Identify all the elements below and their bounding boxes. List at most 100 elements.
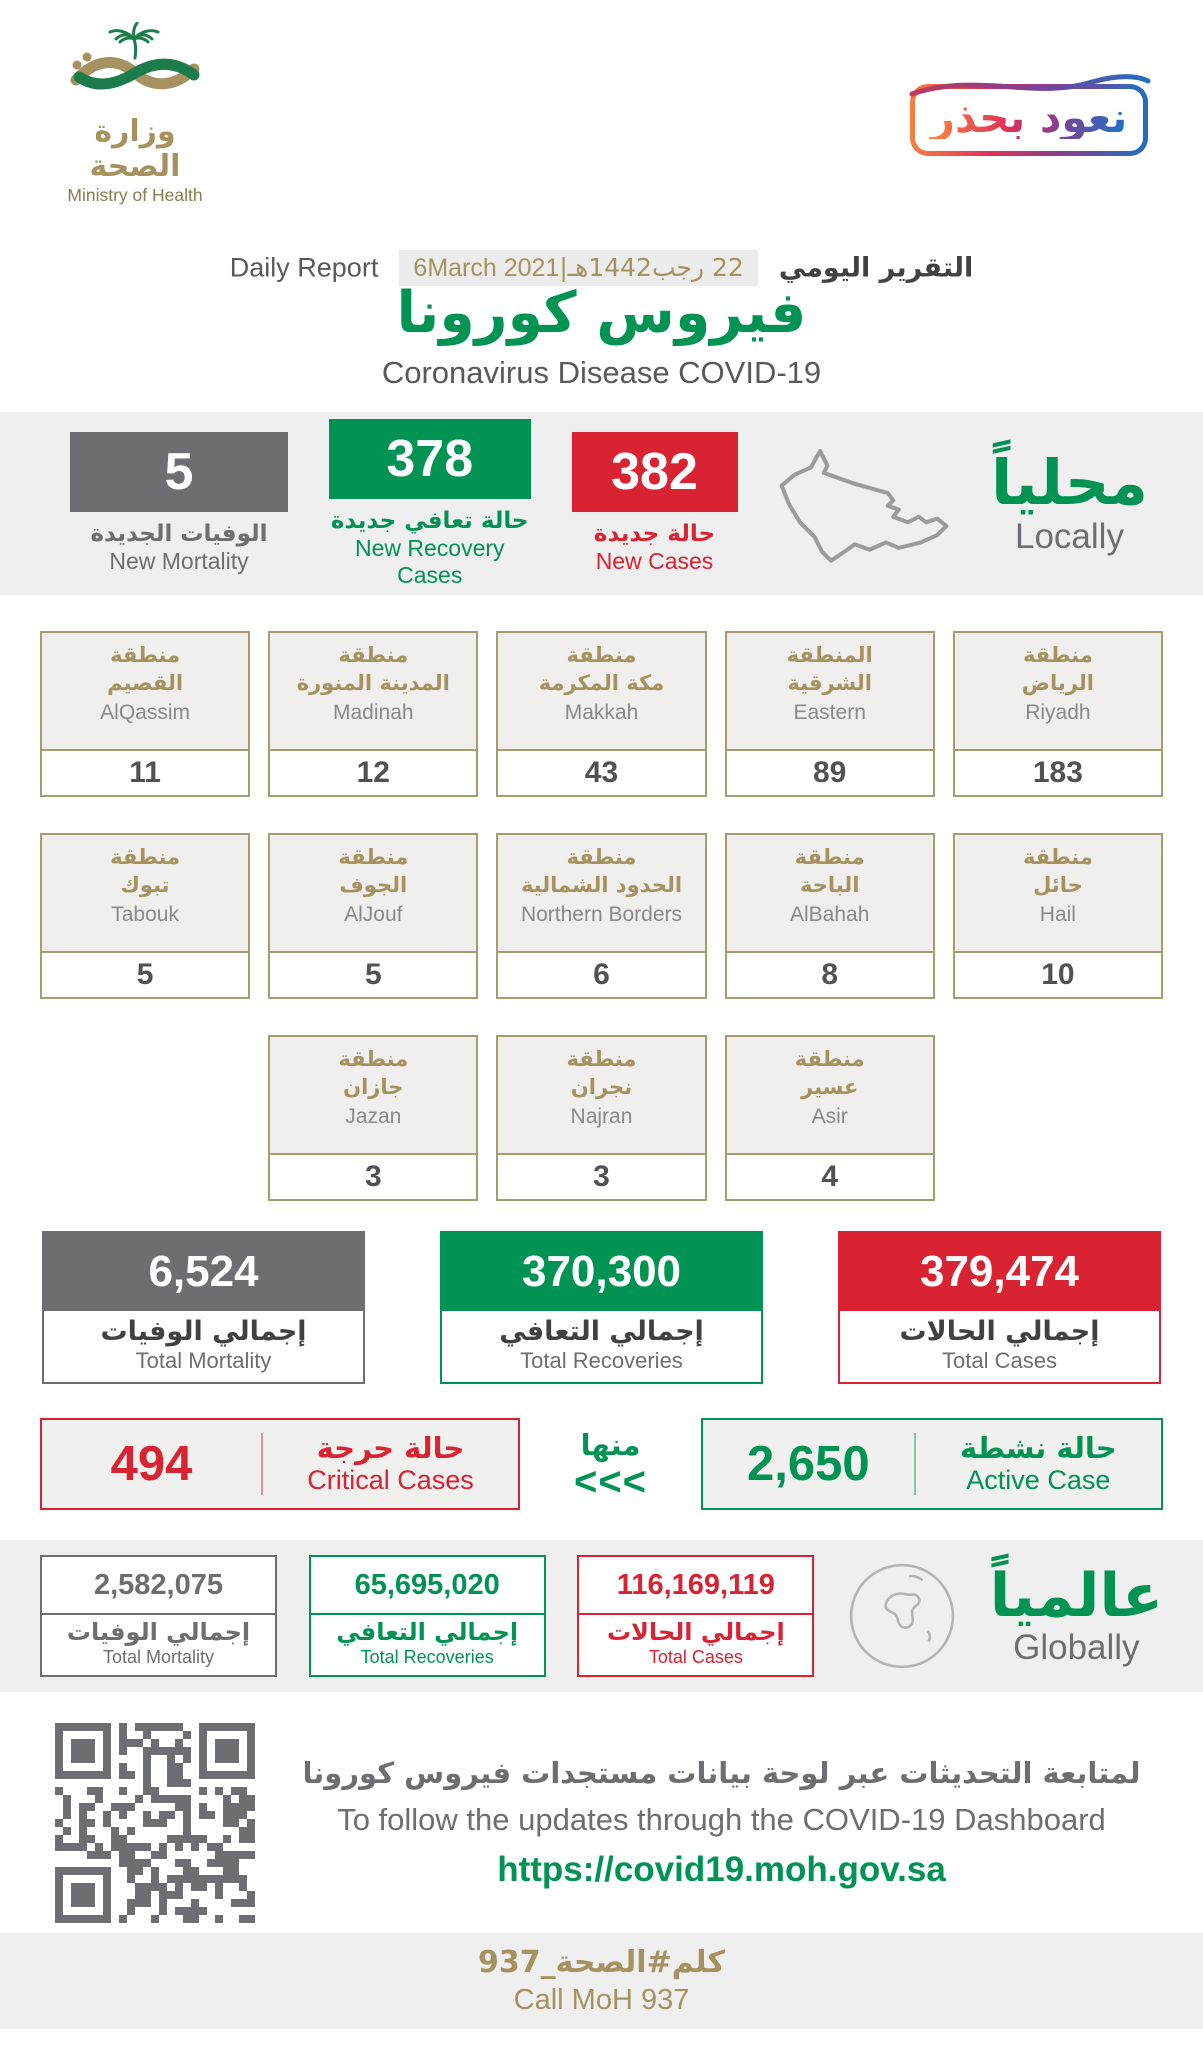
globally-heading: عالمياً Globally [989, 1560, 1163, 1668]
region-value: 12 [356, 756, 390, 789]
qr-code [55, 1722, 255, 1923]
dashboard-info-ar: لمتابعة التحديثات عبر لوحة بيانات مستجدا… [302, 1755, 1141, 1790]
of-which-indicator: منها <<< [551, 1428, 671, 1502]
globally-section: 2,582,075 إجمالي الوفيات Total Mortality… [0, 1540, 1203, 1692]
call-center-label-en: Call MoH 937 [513, 1984, 690, 2016]
new-mortality-stat: 5 الوفيات الجديدة New Mortality [70, 432, 288, 575]
critical-cases-label-ar: حالة حرجة [316, 1430, 465, 1465]
region-card-alqassim: منطقة القصيم AlQassim 11 [40, 631, 251, 797]
new-cases-label-ar: حالة جديدة [593, 521, 716, 547]
region-card-asir: منطقة عسير Asir 4 [724, 1035, 935, 1201]
total-recoveries-value: 370,300 [442, 1233, 761, 1311]
report-title-row: Daily Report 6March 2021|22 رجب1442هـ ال… [0, 250, 1203, 286]
new-cases-value: 382 [571, 432, 738, 512]
divider [913, 1433, 916, 1495]
locally-section: 5 الوفيات الجديدة New Mortality 378 حالة… [0, 412, 1203, 595]
new-recovery-value: 378 [328, 418, 531, 499]
region-card-riyadh: منطقة الرياض Riyadh 183 [952, 631, 1163, 797]
global-recoveries-label-ar: إجمالي التعافي [336, 1618, 519, 1646]
badge-text: نعود بحذر [925, 97, 1133, 139]
daily-report-label-ar: التقرير اليومي [778, 252, 974, 284]
active-cases-label-ar: حالة نشطة [960, 1430, 1117, 1465]
global-recoveries-card: 65,695,020 إجمالي التعافي Total Recoveri… [308, 1555, 546, 1677]
globally-heading-ar: عالمياً [989, 1560, 1163, 1631]
call-center-banner: كلم#الصحة_937 Call MoH 937 [0, 1933, 1203, 2029]
globe-outline-icon [849, 1563, 955, 1669]
region-value: 5 [136, 958, 154, 991]
call-center-label-ar: كلم#الصحة_937 [478, 1945, 725, 1980]
region-card-aljouf: منطقة الجوف AlJouf 5 [268, 833, 479, 999]
global-mortality-value: 2,582,075 [93, 1568, 223, 1601]
global-mortality-label-en: Total Mortality [102, 1647, 215, 1667]
global-cases-value: 116,169,119 [616, 1568, 775, 1601]
region-card-northern-borders: منطقة الحدود الشمالية Northern Borders 6 [496, 833, 707, 999]
active-cases-value: 2,650 [747, 1437, 870, 1491]
critical-cases-value: 494 [110, 1437, 193, 1491]
total-cases-label-en: Total Cases [942, 1348, 1057, 1373]
region-card-tabouk: منطقة تبوك Tabouk 5 [40, 833, 251, 999]
regions-grid: منطقة القصيم AlQassim 11 منطقة المدينة المن… [0, 595, 1203, 1201]
globally-heading-en: Globally [1013, 1627, 1140, 1667]
new-cases-stat: 382 حالة جديدة New Cases [571, 432, 738, 575]
region-value: 3 [593, 1160, 610, 1193]
total-cases-card: 379,474 إجمالي الحالات Total Cases [838, 1231, 1161, 1384]
locally-heading-en: Locally [1015, 517, 1124, 557]
logo-title-english: Ministry of Health [67, 185, 203, 205]
moh-logo: وزارة الصحة Ministry of Health [50, 21, 220, 206]
report-title-arabic: فيروس كورونا [396, 280, 807, 346]
return-with-caution-badge: نعود بحذر [909, 74, 1151, 156]
breakdown-row: 494 حالة حرجة Critical Cases منها <<< 2,… [0, 1416, 1203, 1512]
locally-heading: محلياً Locally [991, 450, 1148, 557]
logo-title-arabic: وزارة الصحة [89, 114, 181, 184]
global-mortality-label-ar: إجمالي الوفيات [66, 1618, 251, 1646]
global-recoveries-value: 65,695,020 [354, 1568, 500, 1601]
region-card-najran: منطقة نجران Najran 3 [496, 1035, 707, 1201]
new-mortality-label-ar: الوفيات الجديدة [90, 521, 268, 547]
region-card-madinah: منطقة المدينة المنورة Madinah 12 [268, 631, 479, 797]
region-card-makkah: منطقة مكة المكرمة Makkah 43 [496, 631, 707, 797]
dashboard-info-en: To follow the updates through the COVID-… [337, 1801, 1106, 1837]
region-card-hail: منطقة حائل Hail 10 [952, 833, 1163, 999]
divider [260, 1433, 263, 1495]
new-mortality-label-en: New Mortality [109, 548, 249, 574]
critical-cases-label-en: Critical Cases [307, 1465, 474, 1496]
global-cases-card: 116,169,119 إجمالي الحالات Total Cases [577, 1555, 815, 1677]
totals-row: 6,524 إجمالي الوفيات Total Mortality 370… [0, 1231, 1203, 1384]
report-date: 6March 2021|22 رجب1442هـ [399, 250, 758, 286]
daily-report-label-en: Daily Report [229, 252, 379, 283]
active-cases-label-en: Active Case [966, 1465, 1111, 1496]
region-card-jazan: منطقة جازان Jazan 3 [268, 1035, 479, 1201]
locally-heading-ar: محلياً [991, 445, 1148, 519]
total-mortality-card: 6,524 إجمالي الوفيات Total Mortality [42, 1231, 365, 1384]
global-cases-label-ar: إجمالي الحالات [606, 1618, 785, 1646]
active-cases-card: 2,650 حالة نشطة Active Case [701, 1418, 1163, 1510]
new-mortality-value: 5 [70, 432, 288, 512]
total-mortality-value: 6,524 [44, 1233, 363, 1311]
total-cases-label-ar: إجمالي الحالات [899, 1316, 1100, 1347]
total-recoveries-card: 370,300 إجمالي التعافي Total Recoveries [440, 1231, 763, 1384]
new-recovery-label-ar: حالة تعافي جديدة [330, 507, 529, 534]
of-which-label-ar: منها [580, 1428, 641, 1462]
total-mortality-label-en: Total Mortality [135, 1348, 272, 1373]
region-value: 89 [813, 756, 847, 789]
total-recoveries-label-en: Total Recoveries [520, 1348, 683, 1373]
saudi-arabia-map-icon [779, 448, 949, 563]
report-title-english: Coronavirus Disease COVID-19 [381, 355, 822, 390]
region-value: 4 [821, 1160, 839, 1193]
region-card-eastern: المنطقة الشرقية Eastern 89 [724, 631, 935, 797]
total-recoveries-label-ar: إجمالي التعافي [499, 1316, 704, 1347]
global-cases-label-en: Total Cases [648, 1647, 743, 1667]
region-value: 10 [1041, 958, 1075, 991]
dashboard-url-link[interactable]: https://covid19.moh.gov.sa [497, 1849, 946, 1889]
total-cases-value: 379,474 [840, 1233, 1159, 1311]
badge-swoosh-icon [909, 74, 1151, 97]
global-recoveries-label-en: Total Recoveries [360, 1647, 494, 1667]
region-value: 11 [129, 756, 161, 789]
header: وزارة الصحة Ministry of Health نعود بحذر [0, 0, 1203, 412]
region-value: 183 [1032, 756, 1083, 789]
new-recovery-label-en: New Recovery Cases [354, 534, 505, 588]
region-value: 5 [364, 958, 382, 991]
dashboard-section: لمتابعة التحديثات عبر لوحة بيانات مستجدا… [0, 1720, 1203, 1925]
total-mortality-label-ar: إجمالي الوفيات [100, 1316, 307, 1347]
